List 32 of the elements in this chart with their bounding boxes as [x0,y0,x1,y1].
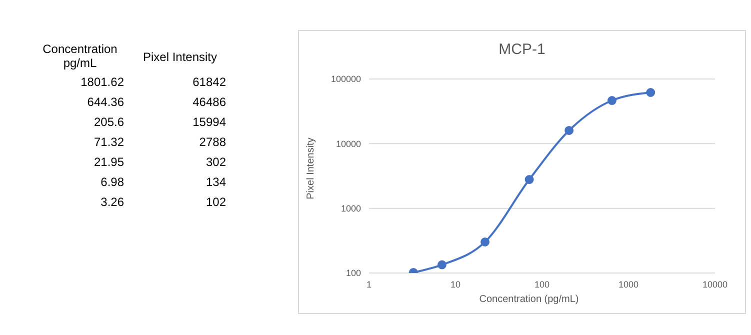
data-label: 2788 [198,134,227,151]
y-tick-label: 100 [346,268,361,278]
category-label: 644.36 [86,94,125,111]
x-axis-title: Concentration (pg/mL) [478,294,580,305]
data-label: 46486 [192,94,227,111]
point [480,237,490,246]
x-tick-label: 1000 [618,279,639,290]
data-label: 134 [204,174,227,191]
data-label: 61842 [192,74,227,91]
text: Concentration pg/mL [42,42,118,72]
point [437,260,446,270]
data-label: 302 [204,154,227,171]
y-tick-label: 10000 [336,138,361,149]
data-label: 15994 [192,114,227,131]
x-tick-label: 100 [534,279,550,290]
category-label: 3.26 [100,194,125,211]
category-label: 1801.62 [80,74,125,91]
x-tick-label: 10000 [702,279,728,290]
category-label: 205.6 [92,114,125,131]
category-label: 71.32 [92,134,125,151]
point [607,96,616,106]
chart-title: MCP-1 [498,41,546,58]
text: Pixel Intensity [142,49,218,66]
category-label: 6.98 [100,174,125,191]
y-tick-label: 100000 [330,74,361,84]
x-tick-label: 1 [366,279,372,290]
point [564,126,574,135]
y-axis-title: Pixel Intensity [306,136,316,202]
data-label: 102 [204,194,227,211]
category-label: 21.95 [92,154,125,171]
y-tick-label: 1000 [340,204,361,214]
x-tick-label: 10 [450,279,461,290]
